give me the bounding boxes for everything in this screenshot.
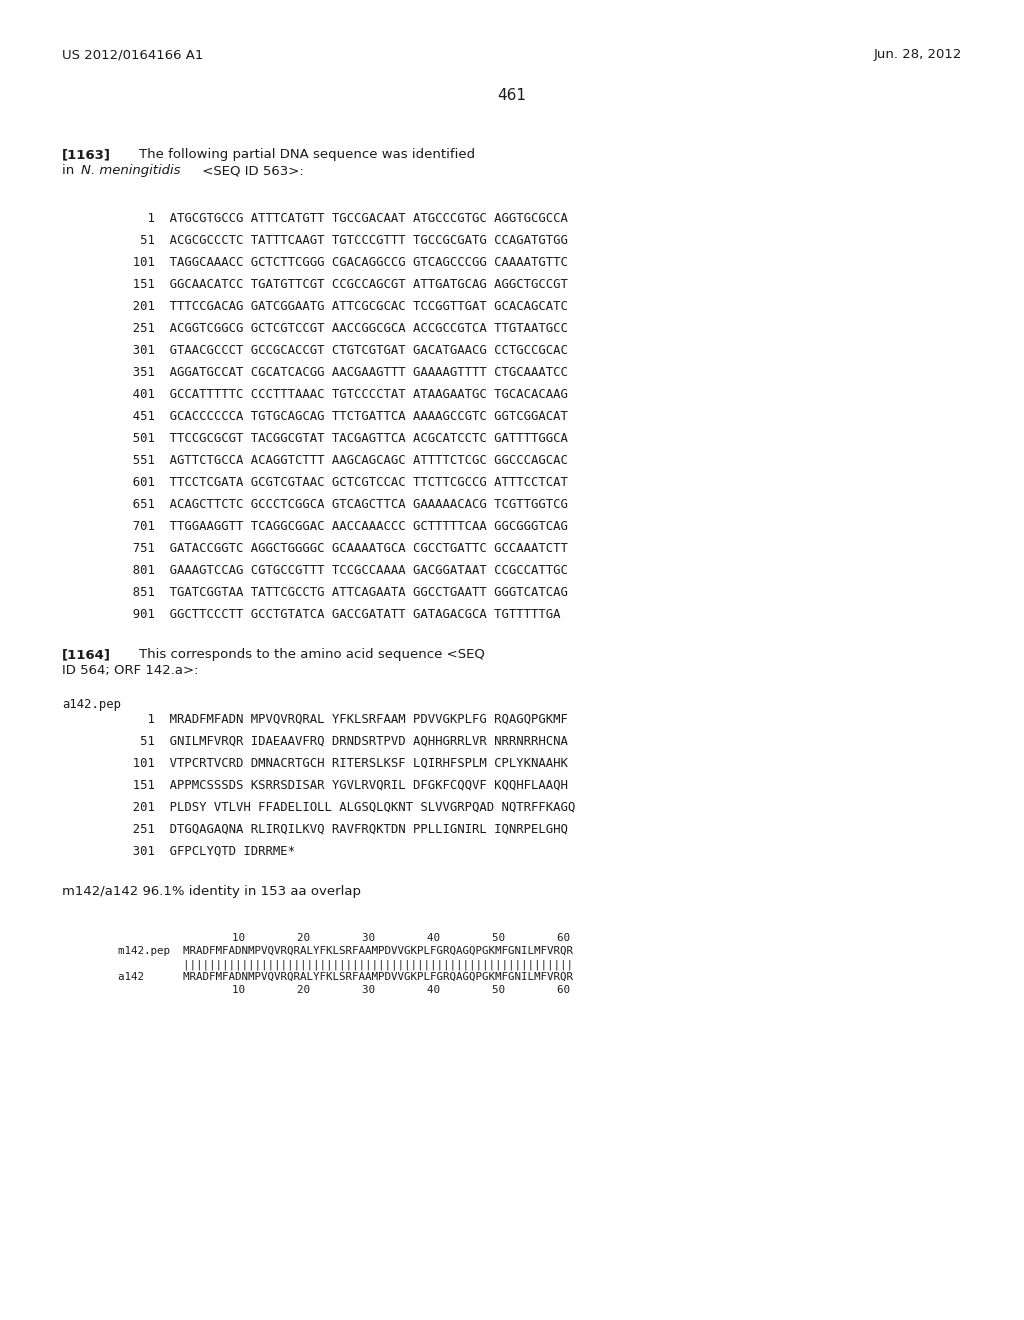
Text: This corresponds to the amino acid sequence <SEQ: This corresponds to the amino acid seque… bbox=[122, 648, 485, 661]
Text: The following partial DNA sequence was identified: The following partial DNA sequence was i… bbox=[122, 148, 475, 161]
Text: [1164]: [1164] bbox=[62, 648, 111, 661]
Text: 1  ATGCGTGCCG ATTTCATGTT TGCCGACAAT ATGCCCGTGC AGGTGCGCCA: 1 ATGCGTGCCG ATTTCATGTT TGCCGACAAT ATGCC… bbox=[118, 213, 568, 224]
Text: 151  GGCAACATCC TGATGTTCGT CCGCCAGCGT ATTGATGCAG AGGCTGCCGT: 151 GGCAACATCC TGATGTTCGT CCGCCAGCGT ATT… bbox=[118, 279, 568, 290]
Text: 501  TTCCGCGCGT TACGGCGTAT TACGAGTTCA ACGCATCCTC GATTTTGGCA: 501 TTCCGCGCGT TACGGCGTAT TACGAGTTCA ACG… bbox=[118, 432, 568, 445]
Text: in: in bbox=[62, 164, 79, 177]
Text: N. meningitidis: N. meningitidis bbox=[81, 164, 180, 177]
Text: 651  ACAGCTTCTC GCCCTCGGCA GTCAGCTTCA GAAAAACACG TCGTTGGTCG: 651 ACAGCTTCTC GCCCTCGGCA GTCAGCTTCA GAA… bbox=[118, 498, 568, 511]
Text: ID 564; ORF 142.a>:: ID 564; ORF 142.a>: bbox=[62, 664, 199, 677]
Text: 451  GCACCCCCCA TGTGCAGCAG TTCTGATTCA AAAAGCCGTC GGTCGGACAT: 451 GCACCCCCCA TGTGCAGCAG TTCTGATTCA AAA… bbox=[118, 411, 568, 422]
Text: 201  TTTCCGACAG GATCGGAATG ATTCGCGCAC TCCGGTTGAT GCACAGCATC: 201 TTTCCGACAG GATCGGAATG ATTCGCGCAC TCC… bbox=[118, 300, 568, 313]
Text: 551  AGTTCTGCCA ACAGGTCTTT AAGCAGCAGC ATTTTCTCGC GGCCCAGCAC: 551 AGTTCTGCCA ACAGGTCTTT AAGCAGCAGC ATT… bbox=[118, 454, 568, 467]
Text: 201  PLDSY VTLVH FFADELIOLL ALGSQLQKNT SLVVGRPQAD NQTRFFKAGQ: 201 PLDSY VTLVH FFADELIOLL ALGSQLQKNT SL… bbox=[118, 801, 575, 814]
Text: m142/a142 96.1% identity in 153 aa overlap: m142/a142 96.1% identity in 153 aa overl… bbox=[62, 884, 361, 898]
Text: 151  APPMCSSSDS KSRRSDISAR YGVLRVQRIL DFGKFCQQVF KQQHFLAAQH: 151 APPMCSSSDS KSRRSDISAR YGVLRVQRIL DFG… bbox=[118, 779, 568, 792]
Text: 10        20        30        40        50        60: 10 20 30 40 50 60 bbox=[180, 985, 570, 995]
Text: 51  ACGCGCCCTC TATTTCAAGT TGTCCCGTTT TGCCGCGATG CCAGATGTGG: 51 ACGCGCCCTC TATTTCAAGT TGTCCCGTTT TGCC… bbox=[118, 234, 568, 247]
Text: ||||||||||||||||||||||||||||||||||||||||||||||||||||||||||||: ||||||||||||||||||||||||||||||||||||||||… bbox=[118, 960, 573, 969]
Text: 751  GATACCGGTC AGGCTGGGGC GCAAAATGCA CGCCTGATTC GCCAAATCTT: 751 GATACCGGTC AGGCTGGGGC GCAAAATGCA CGC… bbox=[118, 543, 568, 554]
Text: US 2012/0164166 A1: US 2012/0164166 A1 bbox=[62, 48, 204, 61]
Text: 461: 461 bbox=[498, 88, 526, 103]
Text: 701  TTGGAAGGTT TCAGGCGGAC AACCAAACCC GCTTTTTCAA GGCGGGTCAG: 701 TTGGAAGGTT TCAGGCGGAC AACCAAACCC GCT… bbox=[118, 520, 568, 533]
Text: m142.pep  MRADFMFADNMPVQVRQRALYFKLSRFAAMPDVVGKPLFGRQAGQPGKMFGNILMFVRQR: m142.pep MRADFMFADNMPVQVRQRALYFKLSRFAAMP… bbox=[118, 946, 573, 956]
Text: 10        20        30        40        50        60: 10 20 30 40 50 60 bbox=[180, 933, 570, 942]
Text: <SEQ ID 563>:: <SEQ ID 563>: bbox=[198, 164, 304, 177]
Text: 401  GCCATTTTTC CCCTTTAAAC TGTCCCCTAT ATAAGAATGC TGCACACAAG: 401 GCCATTTTTC CCCTTTAAAC TGTCCCCTAT ATA… bbox=[118, 388, 568, 401]
Text: 301  GTAACGCCCT GCCGCACCGT CTGTCGTGAT GACATGAACG CCTGCCGCAC: 301 GTAACGCCCT GCCGCACCGT CTGTCGTGAT GAC… bbox=[118, 345, 568, 356]
Text: 1  MRADFMFADN MPVQVRQRAL YFKLSRFAAM PDVVGKPLFG RQAGQPGKMF: 1 MRADFMFADN MPVQVRQRAL YFKLSRFAAM PDVVG… bbox=[118, 713, 568, 726]
Text: 101  TAGGCAAACC GCTCTTCGGG CGACAGGCCG GTCAGCCCGG CAAAATGTTC: 101 TAGGCAAACC GCTCTTCGGG CGACAGGCCG GTC… bbox=[118, 256, 568, 269]
Text: 301  GFPCLYQTD IDRRME*: 301 GFPCLYQTD IDRRME* bbox=[118, 845, 295, 858]
Text: Jun. 28, 2012: Jun. 28, 2012 bbox=[873, 48, 962, 61]
Text: a142.pep: a142.pep bbox=[62, 698, 121, 711]
Text: 251  DTGQAGAQNA RLIRQILKVQ RAVFRQKTDN PPLLIGNIRL IQNRPELGHQ: 251 DTGQAGAQNA RLIRQILKVQ RAVFRQKTDN PPL… bbox=[118, 822, 568, 836]
Text: 51  GNILMFVRQR IDAEAAVFRQ DRNDSRTPVD AQHHGRRLVR NRRNRRHCNA: 51 GNILMFVRQR IDAEAAVFRQ DRNDSRTPVD AQHH… bbox=[118, 735, 568, 748]
Text: 351  AGGATGCCAT CGCATCACGG AACGAAGTTT GAAAAGTTTT CTGCAAATCC: 351 AGGATGCCAT CGCATCACGG AACGAAGTTT GAA… bbox=[118, 366, 568, 379]
Text: 101  VTPCRTVCRD DMNACRTGCH RITERSLKSF LQIRHFSPLM CPLYKNAAHK: 101 VTPCRTVCRD DMNACRTGCH RITERSLKSF LQI… bbox=[118, 756, 568, 770]
Text: 601  TTCCTCGATA GCGTCGTAAC GCTCGTCCAC TTCTTCGCCG ATTTCCTCAT: 601 TTCCTCGATA GCGTCGTAAC GCTCGTCCAC TTC… bbox=[118, 477, 568, 488]
Text: 851  TGATCGGTAA TATTCGCCTG ATTCAGAATA GGCCTGAATT GGGTCATCAG: 851 TGATCGGTAA TATTCGCCTG ATTCAGAATA GGC… bbox=[118, 586, 568, 599]
Text: a142      MRADFMFADNMPVQVRQRALYFKLSRFAAMPDVVGKPLFGRQAGQPGKMFGNILMFVRQR: a142 MRADFMFADNMPVQVRQRALYFKLSRFAAMPDVVG… bbox=[118, 972, 573, 982]
Text: 251  ACGGTCGGCG GCTCGTCCGT AACCGGCGCA ACCGCCGTCA TTGTAATGCC: 251 ACGGTCGGCG GCTCGTCCGT AACCGGCGCA ACC… bbox=[118, 322, 568, 335]
Text: [1163]: [1163] bbox=[62, 148, 111, 161]
Text: 901  GGCTTCCCTT GCCTGTATCA GACCGATATT GATAGACGCA TGTTTTTGA: 901 GGCTTCCCTT GCCTGTATCA GACCGATATT GAT… bbox=[118, 609, 560, 620]
Text: 801  GAAAGTCCAG CGTGCCGTTT TCCGCCAAAA GACGGATAAT CCGCCATTGC: 801 GAAAGTCCAG CGTGCCGTTT TCCGCCAAAA GAC… bbox=[118, 564, 568, 577]
